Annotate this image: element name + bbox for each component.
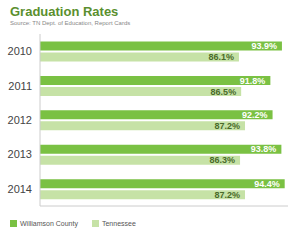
svg-text:87.2%: 87.2% [214,121,240,131]
svg-text:2012: 2012 [8,114,32,126]
html-text:Graduation Rates: Graduation Rates [10,4,119,19]
svg-text:93.8%: 93.8% [251,144,277,154]
html-text:Tennessee: Tennessee [102,220,136,227]
svg-text:91.8%: 91.8% [240,76,266,86]
svg-text:2010: 2010 [8,45,32,57]
svg-text:94.4%: 94.4% [254,179,280,189]
svg-text:2013: 2013 [8,148,32,160]
html-text:Williamson County: Williamson County [20,220,78,227]
svg-text:2014: 2014 [8,183,32,195]
svg-text:86.3%: 86.3% [210,155,236,165]
svg-text:86.1%: 86.1% [208,52,234,62]
svg-text:86.5%: 86.5% [211,87,237,97]
svg-text:93.9%: 93.9% [251,41,277,51]
svg-text:2011: 2011 [8,80,32,92]
html-text:Source: TN Dept. of Education,: Source: TN Dept. of Education, Report Ca… [10,20,131,26]
svg-text:87.2%: 87.2% [214,190,240,200]
svg-text:92.2%: 92.2% [242,110,268,120]
